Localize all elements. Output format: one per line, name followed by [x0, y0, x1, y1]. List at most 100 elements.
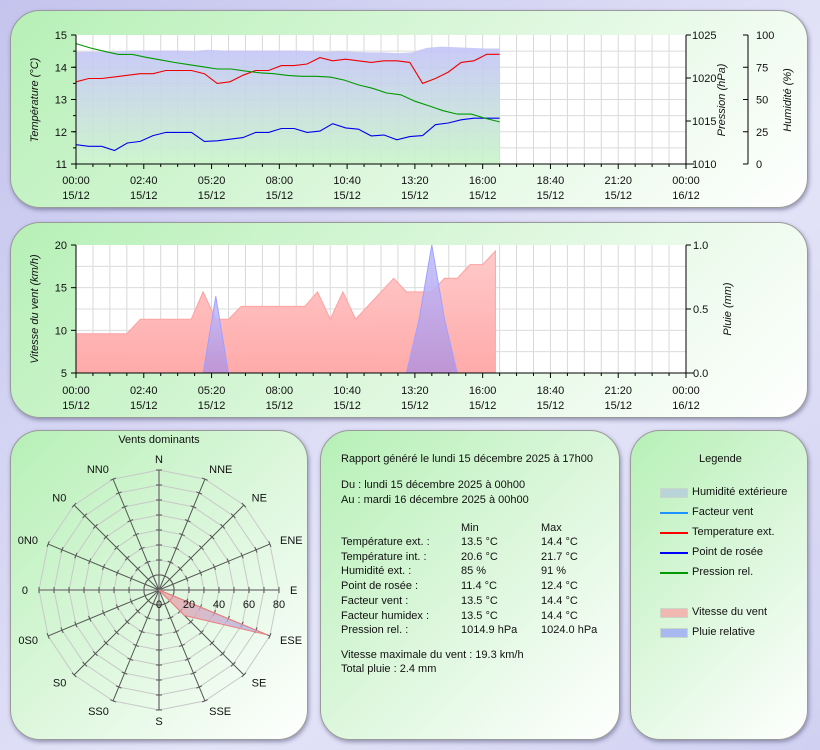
humidity-axis-title: Humidité (%) — [782, 68, 794, 132]
rose-tick — [171, 581, 175, 588]
top-x-tick-time: 13:20 — [401, 175, 429, 187]
rose-tick — [167, 560, 174, 564]
rose-tick — [46, 632, 50, 639]
top-x-tick-time: 02:40 — [130, 175, 158, 187]
rose-label-s: S — [155, 716, 162, 728]
top-x-tick-date: 15/12 — [333, 190, 361, 202]
rose-tick — [201, 477, 208, 481]
pressure-tick-label: 1025 — [692, 30, 716, 42]
rose-tick — [198, 629, 204, 635]
rose-tick — [88, 558, 92, 565]
rose-tick — [135, 566, 141, 572]
rose-tick — [150, 574, 157, 578]
col-min-header: Min — [461, 522, 479, 534]
rose-tick — [145, 576, 151, 582]
rose-label-ese: ESE — [280, 635, 302, 647]
report-label: Humidité ext. : — [341, 565, 412, 578]
pressure-tick-label: 1020 — [692, 73, 716, 85]
rose-tick — [138, 629, 145, 634]
rose-tick — [82, 661, 88, 667]
report-min: 13.5 °C — [461, 536, 498, 548]
wind-x-tick-date: 15/12 — [333, 400, 361, 412]
legend-swatch — [660, 512, 688, 514]
rose-tick — [190, 505, 197, 509]
wind-x-tick-time: 18:40 — [537, 385, 565, 397]
wind-x-tick-date: 16/12 — [672, 400, 700, 412]
pressure-tick-label: 1010 — [692, 159, 716, 171]
rose-tick — [177, 566, 183, 572]
legend-swatch — [660, 552, 688, 554]
wind-x-tick-time: 10:40 — [333, 385, 361, 397]
wind-x-tick-time: 21:20 — [604, 385, 632, 397]
report-label: Température ext. : — [341, 536, 430, 548]
rose-scale-label: 0 — [156, 599, 162, 611]
rose-title: Vents dominants — [118, 434, 200, 446]
humidity-tick-label: 0 — [756, 159, 762, 171]
rose-label-0n0: 0N0 — [18, 535, 38, 547]
humidity-tick-label: 25 — [756, 127, 768, 139]
rose-tick — [201, 699, 208, 703]
rose-tick — [184, 519, 191, 523]
wind-tick-label: 10 — [55, 325, 67, 337]
rose-tick — [143, 592, 147, 599]
rose-label-0s0: 0S0 — [18, 635, 38, 647]
rose-label-n: N — [155, 454, 163, 466]
rose-scale-label: 80 — [273, 599, 285, 611]
wind-x-tick-date: 15/12 — [537, 400, 565, 412]
rose-label-ne: NE — [252, 492, 267, 504]
rose-label-s0: S0 — [53, 678, 66, 690]
rose-tick — [115, 491, 122, 495]
rose-tick — [254, 546, 258, 553]
rose-tick — [220, 523, 226, 529]
legend-label: Vitesse du vent — [692, 606, 768, 618]
rose-tick — [101, 609, 106, 616]
report-min: 13.5 °C — [461, 594, 498, 607]
temp-tick-label: 13 — [55, 95, 67, 107]
rose-tick — [110, 699, 117, 703]
rose-tick — [71, 672, 77, 678]
rose-tick — [178, 643, 185, 648]
rose-tick — [241, 502, 247, 508]
rose-tick — [103, 640, 109, 646]
wind-x-tick-time: 08:00 — [266, 385, 294, 397]
rose-tick — [268, 541, 272, 548]
rose-tick — [209, 640, 215, 646]
rose-label-n0: N0 — [52, 492, 66, 504]
legend-label: Pluie relative — [692, 626, 755, 638]
report-max: 14.4 °C — [541, 594, 578, 607]
rose-tick — [150, 602, 157, 606]
rose-tick — [115, 569, 120, 576]
rose-tick — [230, 661, 236, 667]
rose-tick — [240, 552, 244, 559]
wind-tick-label: 15 — [55, 283, 67, 295]
report-from: Du : lundi 15 décembre 2025 à 00h00 — [341, 479, 526, 491]
wind-x-tick-date: 15/12 — [62, 400, 90, 412]
top-x-tick-time: 08:00 — [266, 175, 294, 187]
rose-tick — [173, 629, 180, 634]
report-max: 14.4 °C — [541, 536, 578, 548]
top-x-tick-time: 18:40 — [537, 175, 565, 187]
rose-tick — [167, 576, 173, 582]
wind-x-tick-date: 15/12 — [469, 400, 497, 412]
rain-tick-label: 0.5 — [693, 304, 708, 316]
wind-x-tick-date: 15/12 — [266, 400, 294, 412]
temp-tick-label: 11 — [56, 159, 67, 171]
rose-tick — [143, 581, 147, 588]
rose-tick — [144, 560, 151, 564]
rose-tick — [133, 643, 140, 648]
report-min: 85 % — [461, 565, 487, 578]
temp-tick-label: 15 — [55, 30, 67, 42]
top-x-tick-date: 15/12 — [198, 190, 226, 202]
top-x-tick-time: 21:20 — [604, 175, 632, 187]
top-x-tick-time: 05:20 — [198, 175, 226, 187]
report-max: 91 % — [541, 565, 567, 578]
legend-swatch — [660, 532, 688, 534]
rose-tick — [212, 564, 217, 571]
rose-tick — [198, 569, 203, 576]
rose-scale-label: 60 — [243, 599, 255, 611]
rose-tick — [196, 491, 203, 495]
rose-tick — [124, 619, 130, 625]
report-total-rain: Total pluie : 2.4 mm — [341, 663, 437, 675]
legend-label: Temperature ext. — [692, 526, 775, 538]
rose-tick — [161, 574, 168, 578]
